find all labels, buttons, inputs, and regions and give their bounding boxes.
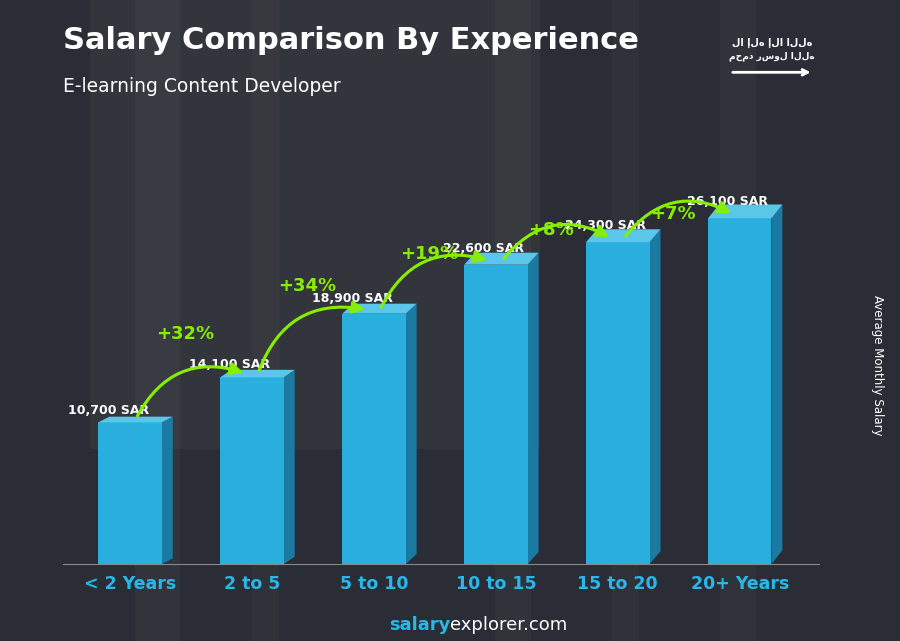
Polygon shape [650, 229, 661, 564]
Polygon shape [771, 204, 782, 564]
Text: explorer.com: explorer.com [450, 616, 567, 634]
Text: salary: salary [389, 616, 450, 634]
Polygon shape [284, 370, 294, 564]
Bar [464, 265, 527, 564]
Polygon shape [220, 370, 294, 378]
Bar [98, 422, 162, 564]
Text: 14,100 SAR: 14,100 SAR [190, 358, 271, 370]
Text: 10,700 SAR: 10,700 SAR [68, 404, 148, 417]
Text: Average Monthly Salary: Average Monthly Salary [871, 295, 884, 436]
Polygon shape [406, 304, 417, 564]
Bar [135, 0, 180, 641]
Bar [495, 0, 531, 641]
Bar [90, 0, 540, 449]
Text: Salary Comparison By Experience: Salary Comparison By Experience [63, 26, 639, 54]
Text: 22,600 SAR: 22,600 SAR [443, 242, 524, 255]
Bar [220, 378, 284, 564]
Bar [708, 219, 771, 564]
Text: 18,900 SAR: 18,900 SAR [311, 292, 392, 306]
Text: +7%: +7% [650, 205, 696, 223]
Text: 26,100 SAR: 26,100 SAR [687, 195, 768, 208]
Polygon shape [527, 253, 538, 564]
Polygon shape [98, 417, 173, 422]
Polygon shape [708, 204, 782, 219]
Polygon shape [586, 229, 661, 242]
Polygon shape [464, 253, 538, 265]
Text: +32%: +32% [156, 324, 214, 342]
Bar [612, 0, 639, 641]
Text: +34%: +34% [278, 277, 336, 295]
Bar [342, 313, 406, 564]
Bar [586, 242, 650, 564]
Text: +19%: +19% [400, 245, 458, 263]
Text: +8%: +8% [528, 221, 573, 239]
Bar [252, 0, 279, 641]
Polygon shape [342, 304, 417, 313]
Polygon shape [162, 417, 173, 564]
Text: 24,300 SAR: 24,300 SAR [565, 219, 646, 232]
Bar [720, 0, 756, 641]
Text: لا إله إلا الله: لا إله إلا الله [732, 38, 812, 48]
Text: محمد رسول الله: محمد رسول الله [729, 51, 814, 61]
Text: E-learning Content Developer: E-learning Content Developer [63, 77, 340, 96]
